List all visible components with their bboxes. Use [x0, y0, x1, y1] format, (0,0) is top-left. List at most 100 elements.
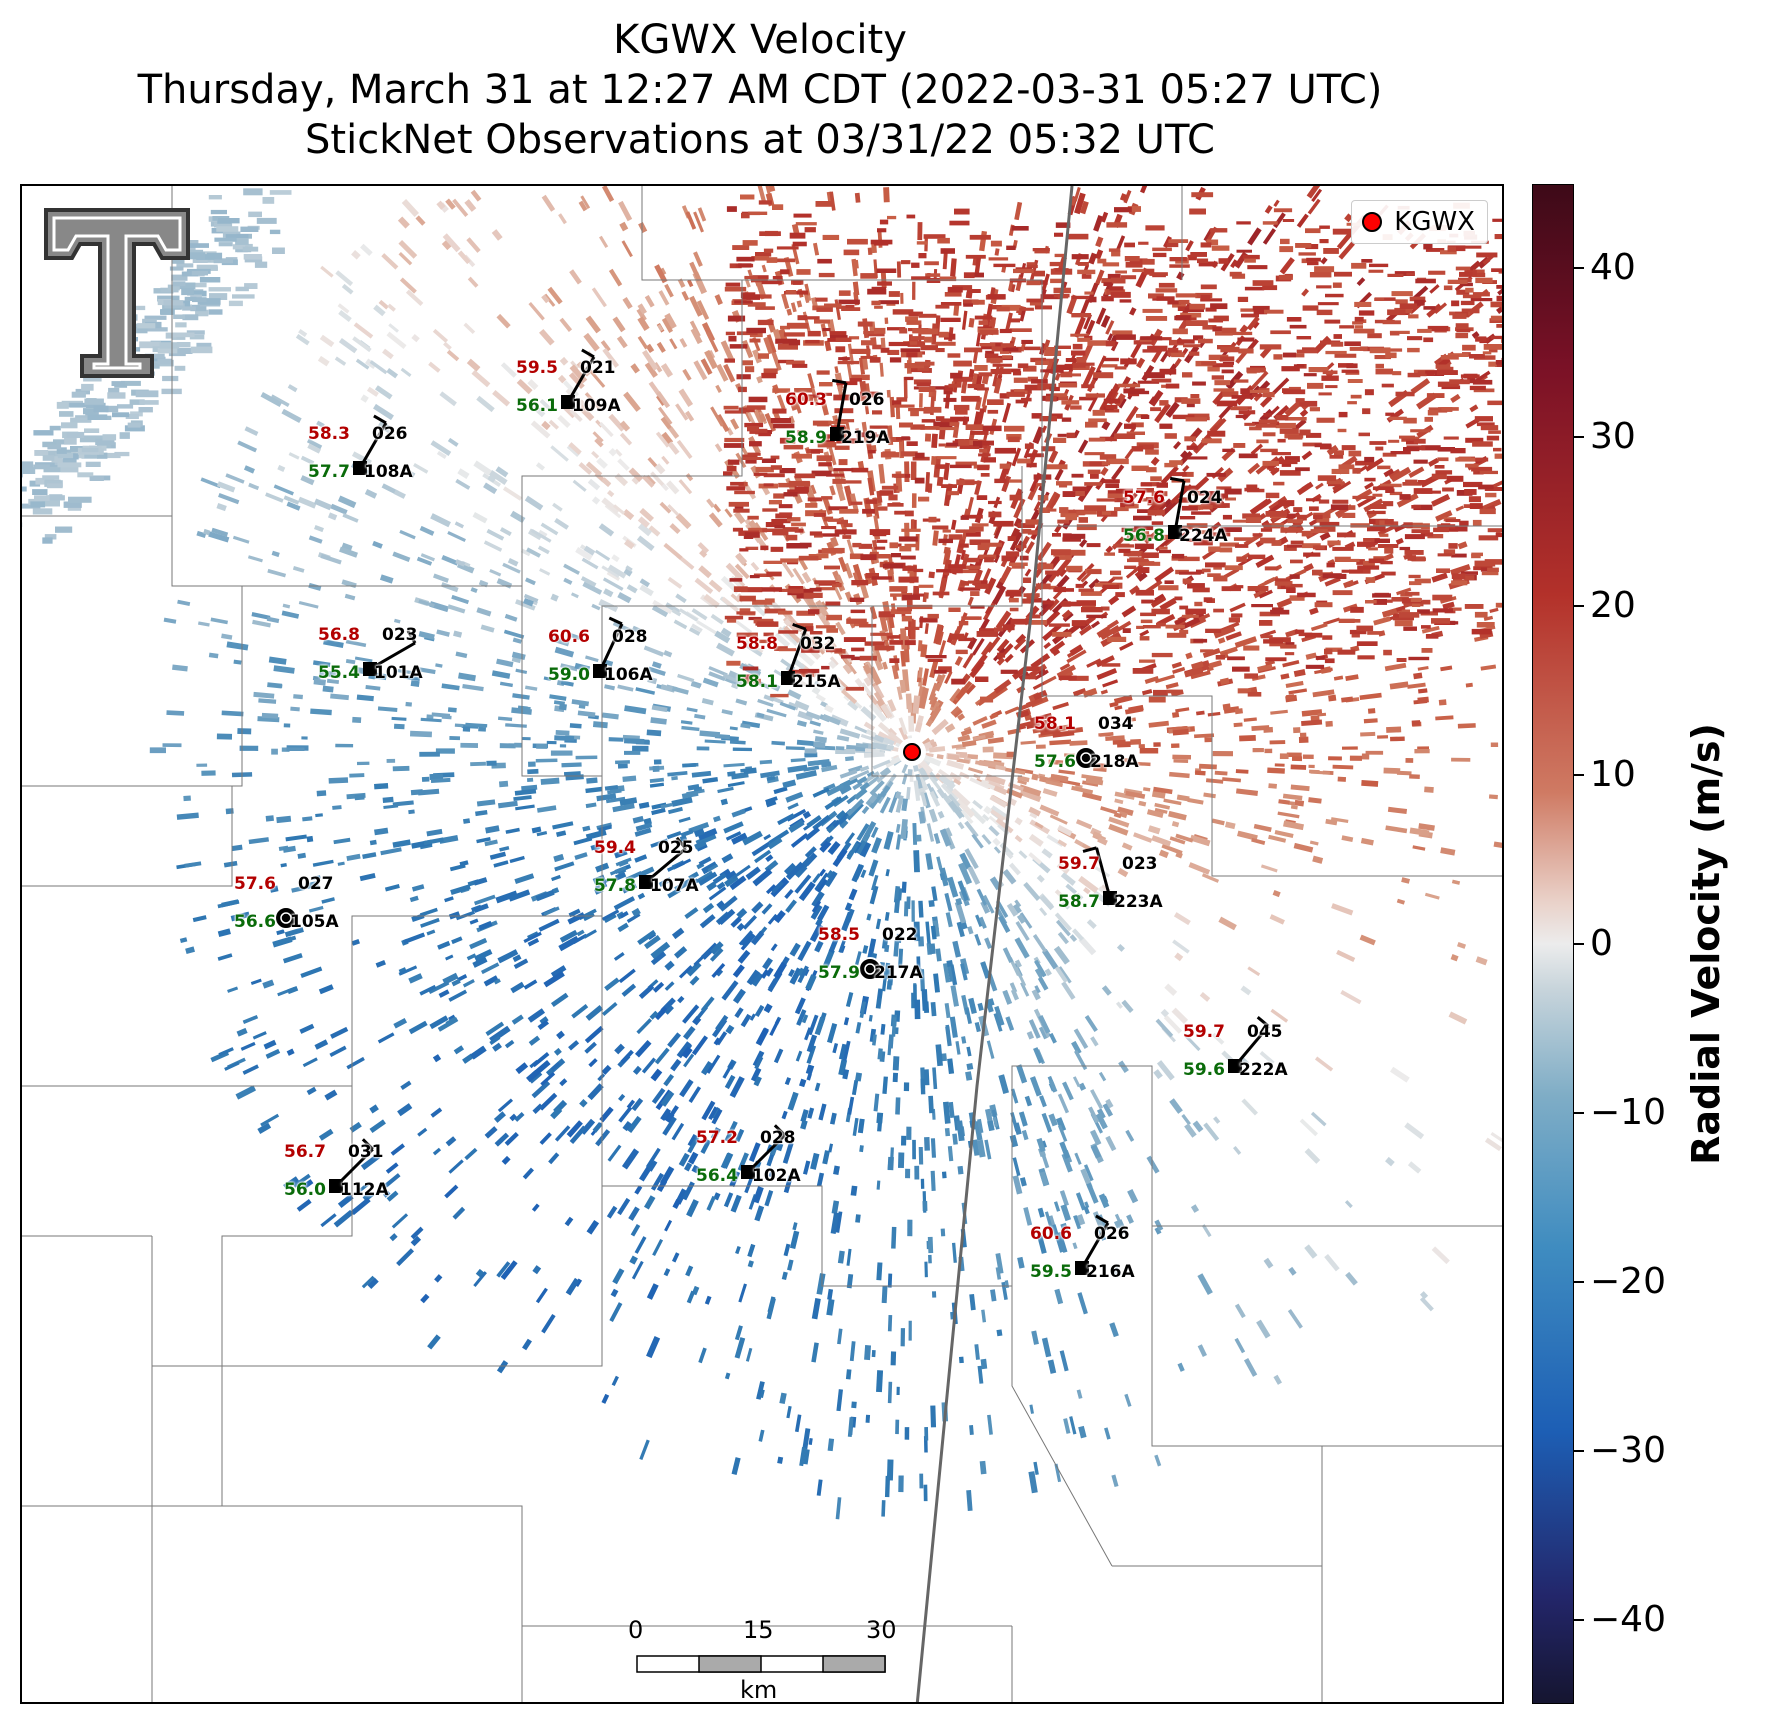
station-pressure: 034: [1098, 714, 1134, 734]
station-marker-icon: [741, 1124, 786, 1179]
colorbar-tick-mark: [1574, 605, 1584, 608]
station-pressure: 023: [1122, 854, 1158, 874]
colorbar: [1532, 184, 1574, 1704]
station-pressure: 022: [882, 925, 918, 945]
colorbar-tick-label: −30: [1590, 1429, 1666, 1471]
scale-unit: km: [740, 1676, 778, 1704]
station-id: 112A: [340, 1180, 389, 1200]
station-id: 219A: [841, 428, 890, 448]
station-dewpoint: 57.7: [308, 462, 350, 482]
station-dewpoint: 58.7: [1058, 892, 1100, 912]
station-dewpoint: 56.8: [1123, 526, 1165, 546]
station-id: 105A: [290, 912, 339, 932]
velocity-gates: [22, 186, 1502, 1520]
station-marker-icon: [1168, 476, 1186, 539]
station-temperature: 59.5: [516, 358, 558, 378]
radar-map[interactable]: KGWX 59.5 021 56.1 109A 60.3 026 58.9 219A 58.3 0…: [20, 184, 1504, 1704]
station-id: 109A: [572, 396, 621, 416]
legend-label: KGWX: [1394, 207, 1475, 237]
chart-title: KGWX Velocity: [613, 17, 907, 63]
station-pressure: 026: [1094, 1224, 1130, 1244]
scale-tick-15: 15: [743, 1616, 774, 1644]
station-pressure: 026: [372, 424, 408, 444]
station-temperature: 56.7: [284, 1142, 326, 1162]
station-pressure: 027: [298, 874, 334, 894]
station-temperature: 58.1: [1034, 714, 1076, 734]
scale-tick-0: 0: [628, 1616, 644, 1644]
station-temperature: 60.3: [785, 390, 827, 410]
colorbar-tick-mark: [1574, 436, 1584, 439]
county-boundaries: [22, 186, 1502, 1702]
station-id: 106A: [604, 665, 653, 685]
station-dewpoint: 55.4: [318, 663, 360, 683]
station-marker-icon: [1082, 846, 1117, 905]
colorbar-tick-label: 20: [1590, 585, 1636, 627]
station-pressure: 031: [348, 1142, 384, 1162]
station-dewpoint: 59.6: [1183, 1060, 1225, 1080]
station-marker-icon: [593, 616, 624, 678]
station-dewpoint: 57.6: [1034, 752, 1076, 772]
scale-tick-30: 30: [866, 1616, 897, 1644]
station-marker-icon: [274, 906, 298, 930]
colorbar-label: Radial Velocity (m/s): [1684, 723, 1728, 1165]
station-id: 216A: [1086, 1262, 1135, 1282]
station-pressure: 025: [658, 838, 694, 858]
colorbar-tick-mark: [1574, 943, 1584, 945]
station-dewpoint: 57.8: [594, 876, 636, 896]
station-pressure: 028: [612, 627, 648, 647]
station-temperature: 59.7: [1183, 1022, 1225, 1042]
station-marker-icon: [353, 414, 388, 475]
colorbar-tick-label: −40: [1590, 1598, 1666, 1640]
station-temperature: 59.7: [1058, 854, 1100, 874]
station-temperature: 59.4: [594, 838, 636, 858]
station-marker-icon: [639, 836, 687, 889]
station-temperature: 57.2: [696, 1128, 738, 1148]
station-id: 223A: [1114, 892, 1163, 912]
station-marker-icon: [830, 378, 848, 441]
station-pressure: 026: [849, 390, 885, 410]
station-pressure: 021: [580, 358, 616, 378]
colorbar-tick-label: 30: [1590, 416, 1636, 458]
station-temperature: 60.6: [1030, 1224, 1072, 1244]
radar-marker-icon: [1362, 212, 1383, 232]
map-legend: KGWX: [1351, 200, 1488, 244]
station-marker-icon: [329, 1138, 374, 1193]
station-id: 107A: [650, 876, 699, 896]
station-id: 222A: [1239, 1060, 1288, 1080]
station-marker-icon: [1075, 1214, 1110, 1275]
colorbar-tick-label: −10: [1590, 1091, 1666, 1133]
station-pressure: 032: [800, 634, 836, 654]
station-id: 224A: [1179, 526, 1228, 546]
station-id: 101A: [374, 663, 423, 683]
station-dewpoint: 59.5: [1030, 1262, 1072, 1282]
station-marker-icon: [363, 630, 417, 676]
station-marker-icon: [561, 348, 596, 409]
colorbar-tick-mark: [1574, 1280, 1584, 1283]
state-boundary: [915, 186, 1074, 1702]
station-temperature: 57.6: [234, 874, 276, 894]
colorbar-tick-mark: [1574, 1618, 1584, 1621]
station-temperature: 58.5: [818, 925, 860, 945]
station-marker-icon: [858, 957, 882, 981]
chart-subtitle-time: Thursday, March 31 at 12:27 AM CDT (2022…: [137, 67, 1383, 113]
station-marker-icon: [1228, 1016, 1270, 1073]
colorbar-tick-label: −20: [1590, 1260, 1666, 1302]
colorbar-tick-mark: [1574, 267, 1584, 270]
radar-velocity-field: [22, 186, 1502, 1702]
station-dewpoint: 56.4: [696, 1166, 738, 1186]
station-temperature: 58.8: [736, 634, 778, 654]
station-dewpoint: 58.1: [736, 672, 778, 692]
station-temperature: 58.3: [308, 424, 350, 444]
station-id: 217A: [874, 963, 923, 983]
station-pressure: 023: [382, 625, 418, 645]
station-pressure: 045: [1247, 1022, 1283, 1042]
station-temperature: 60.6: [548, 627, 590, 647]
station-dewpoint: 56.0: [284, 1180, 326, 1200]
colorbar-tick-label: 40: [1590, 247, 1636, 289]
station-id: 218A: [1090, 752, 1139, 772]
colorbar-tick-mark: [1574, 774, 1584, 777]
station-dewpoint: 59.0: [548, 665, 590, 685]
station-id: 102A: [752, 1166, 801, 1186]
station-dewpoint: 58.9: [785, 428, 827, 448]
station-id: 215A: [792, 672, 841, 692]
